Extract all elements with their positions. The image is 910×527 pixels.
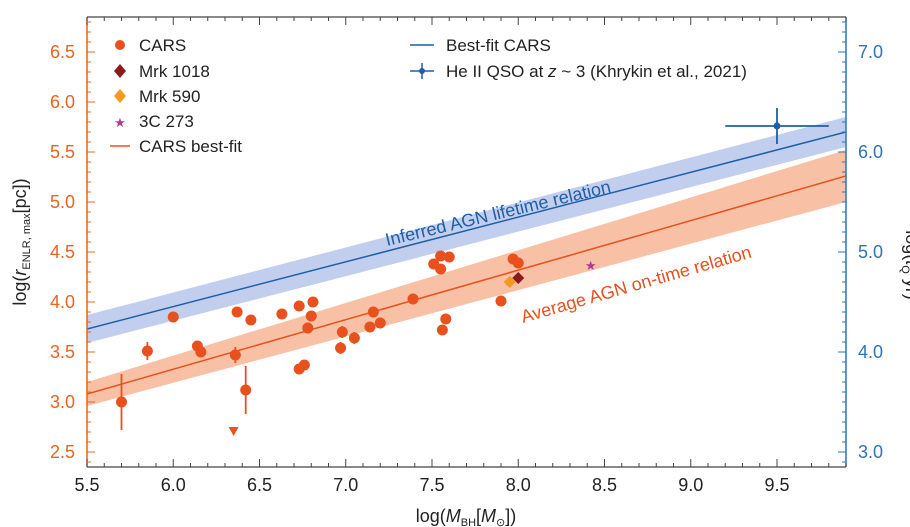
point-mrk-590-0 (503, 276, 516, 288)
point-mrk-1018-0 (512, 272, 525, 284)
fit-bands (87, 117, 846, 406)
y-tick-label: 6.0 (50, 92, 75, 112)
point-cars-25 (435, 250, 447, 262)
y2-tick-label: 7.0 (858, 42, 883, 62)
point-cars-26 (436, 324, 448, 336)
y2-tick-label: 6.0 (858, 142, 883, 162)
point-cars-9 (276, 308, 288, 320)
point-cars-31 (512, 257, 524, 269)
point-cars-19 (364, 321, 376, 333)
y2-axis-label: log(tQ yr) (899, 230, 910, 300)
point-cars-5 (229, 349, 241, 361)
point-cars-27 (440, 313, 452, 325)
legend-label-bestfit-cars: Best-fit CARS (446, 36, 551, 55)
legend-label-cars-bestfit: CARS best-fit (139, 137, 242, 156)
y-tick-label: 2.5 (50, 442, 75, 462)
point-cars-29 (495, 295, 507, 307)
x-tick-label: 6.0 (161, 475, 186, 495)
point-cars-upper-limit-0 (228, 427, 239, 436)
ticks (86, 17, 847, 467)
x-tick-label: 7.5 (419, 475, 444, 495)
legend-marker-3c273: ★ (114, 116, 126, 131)
point-cars-20 (367, 306, 379, 318)
point-cars-18 (348, 332, 360, 344)
y-tick-label: 3.0 (50, 392, 75, 412)
point-cars-14 (305, 310, 317, 322)
legend-left: CARS Mrk 1018 Mrk 590 ★ 3C 273 CARS best… (110, 36, 242, 156)
legend-label-mrk590: Mrk 590 (139, 87, 200, 106)
y-tick-label: 5.0 (50, 192, 75, 212)
point-cars-12 (298, 359, 310, 371)
point-cars-13 (302, 322, 314, 334)
point-cars-6 (231, 306, 243, 318)
y2-tick-label: 5.0 (858, 242, 883, 262)
y-tick-label: 3.5 (50, 342, 75, 362)
orange-fit-line (87, 175, 846, 395)
x-tick-label: 5.5 (74, 475, 99, 495)
legend-label-cars: CARS (139, 36, 186, 55)
blue-fit-line (87, 131, 846, 330)
point-3c-273-0: ★ (585, 259, 597, 274)
legend-right: Best-fit CARS He II QSO at z ~ 3 (Khryki… (410, 36, 747, 81)
x-tick-label: 9.5 (764, 475, 789, 495)
y-tick-label: 5.5 (50, 142, 75, 162)
point-cars-4 (195, 346, 207, 358)
point-cars-28 (443, 251, 455, 263)
legend-marker-mrk1018 (114, 64, 126, 78)
x-tick-label: 8.5 (592, 475, 617, 495)
y2-tick-label: 4.0 (858, 342, 883, 362)
point-cars-8 (245, 314, 257, 326)
y-tick-label: 6.5 (50, 42, 75, 62)
orange-fit-band (87, 150, 846, 406)
point-cars-24 (435, 263, 447, 275)
tick-labels: 5.5 6.0 6.5 7.0 7.5 8.0 8.5 9.0 9.5 2.5 3.0 3.5 4.0 4… (50, 42, 883, 495)
point-cars-1 (141, 345, 153, 357)
point-cars-2 (167, 311, 179, 323)
x-tick-label: 7.0 (333, 475, 358, 495)
y-tick-label: 4.0 (50, 292, 75, 312)
point-cars-0 (116, 396, 127, 408)
point-cars-15 (307, 296, 319, 308)
legend-marker-mrk590 (114, 89, 126, 103)
legend-label-3c273: 3C 273 (139, 112, 194, 131)
x-tick-label: 6.5 (247, 475, 272, 495)
y-tick-label: 4.5 (50, 242, 75, 262)
x-axis-label: log(MBH[M⊙]) (416, 506, 517, 527)
point-cars-7 (240, 384, 252, 396)
y-axis-label: log(rENLR, max[pc]) (10, 178, 33, 305)
point-cars-17 (336, 326, 348, 338)
legend-label-mrk1018: Mrk 1018 (139, 62, 210, 81)
point-cars-22 (407, 293, 419, 305)
legend-marker-cars (115, 40, 125, 50)
y2-tick-label: 3.0 (858, 442, 883, 462)
point-he-ii-qso-at-z-3-khrykin-et-al-2021-0 (773, 122, 781, 130)
x-tick-label: 9.0 (678, 475, 703, 495)
point-cars-21 (374, 317, 386, 329)
data-points: ★ (116, 108, 829, 436)
point-cars-10 (293, 300, 305, 312)
point-cars-16 (335, 342, 347, 354)
legend-marker-heii-qso-dot (419, 68, 425, 74)
legend-label-heii-qso: He II QSO at z ~ 3 (Khrykin et al., 2021… (446, 62, 747, 81)
x-tick-label: 8.0 (506, 475, 531, 495)
